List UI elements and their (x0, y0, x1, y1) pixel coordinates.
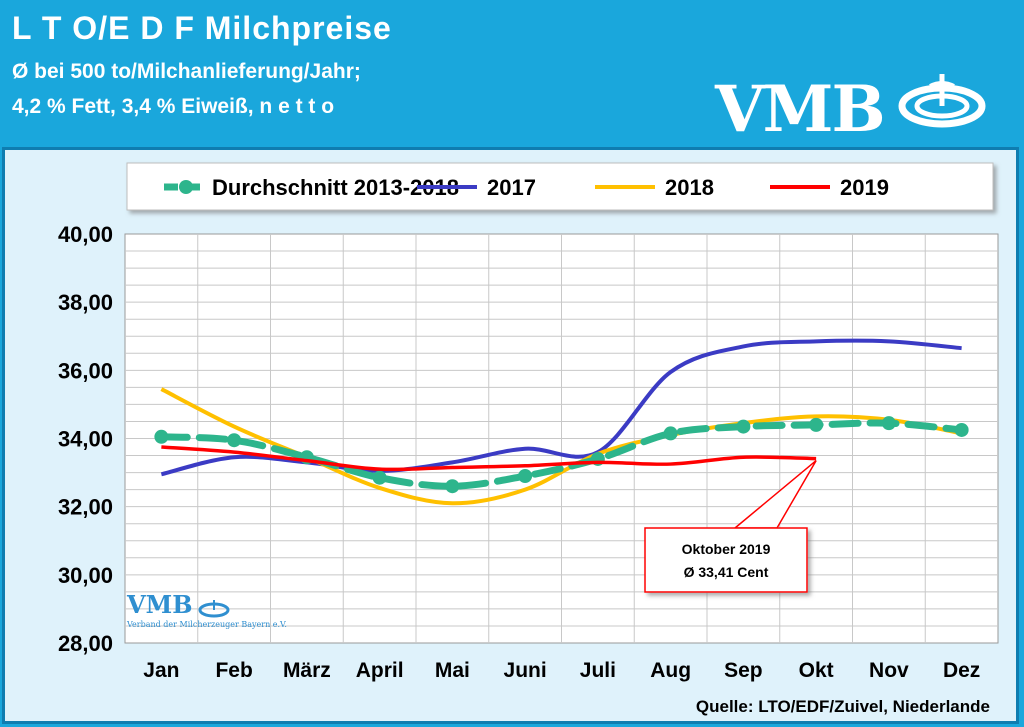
series-point-average (736, 419, 751, 434)
series-point-average (372, 470, 387, 485)
x-tick-label: Aug (650, 659, 691, 682)
vmb-logo: VMB (715, 72, 886, 147)
y-tick-label: 38,00 (58, 290, 113, 315)
small-vmb-logo: VMB Verband der Milcherzeuger Bayern e.V… (127, 590, 287, 629)
subtitle-basis: Ø bei 500 to/Milchanlieferung/Jahr; (12, 60, 361, 83)
y-tick-label: 40,00 (58, 222, 113, 247)
small-logo-text: VMB (127, 590, 193, 619)
subtitle-composition: 4,2 % Fett, 3,4 % Eiweiß, n e t t o (12, 95, 335, 118)
page-title: L T O/E D F Milchpreise (12, 10, 392, 46)
x-axis: Jan Feb März April Mai Juni Juli Aug Sep Okt Nov De… (143, 659, 980, 682)
series-point-average (227, 433, 242, 448)
x-tick-label: Dez (943, 659, 980, 682)
series-point-average (881, 416, 896, 431)
legend-2018-label: 2018 (665, 175, 714, 200)
y-axis: 28,00 30,00 32,00 34,00 36,00 38,00 40,00 (58, 222, 113, 656)
x-tick-label: Juli (580, 659, 616, 682)
callout-month: Oktober 2019 (682, 541, 771, 557)
legend-marker-average (179, 180, 193, 194)
legend-box (126, 162, 994, 211)
small-logo-caption: Verband der Milcherzeuger Bayern e.V. (127, 619, 287, 629)
legend-2019-label: 2019 (840, 175, 889, 200)
series-point-average (954, 422, 969, 437)
series-line-2019 (161, 445, 817, 472)
y-tick-label: 32,00 (58, 495, 113, 520)
series-point-average (445, 479, 460, 494)
y-tick-label: 28,00 (58, 631, 113, 656)
x-tick-label: Feb (215, 659, 252, 682)
x-tick-label: März (283, 659, 331, 682)
series-point-average (809, 417, 824, 432)
milk-price-chart: 28,00 30,00 32,00 34,00 36,00 38,00 40,00 Jan F… (58, 162, 999, 682)
x-tick-label: Juni (504, 659, 547, 682)
callout-value: Ø 33,41 Cent (684, 564, 769, 580)
legend: Durchschnitt 2013-2018 2017 2018 2019 (126, 162, 994, 211)
y-tick-label: 34,00 (58, 427, 113, 452)
series-point-average (518, 468, 533, 483)
x-tick-label: April (356, 659, 404, 682)
x-tick-label: Sep (724, 659, 763, 682)
x-tick-label: Jan (143, 659, 179, 682)
gridlines (125, 234, 998, 643)
vmb-swirl-icon (898, 74, 986, 128)
series-lines (154, 338, 969, 506)
y-tick-label: 36,00 (58, 358, 113, 383)
small-swirl-icon (198, 599, 230, 618)
y-tick-label: 30,00 (58, 563, 113, 588)
x-tick-label: Okt (799, 659, 834, 682)
chart-panel: 28,00 30,00 32,00 34,00 36,00 38,00 40,00 Jan F… (2, 147, 1019, 724)
series-point-average (663, 426, 678, 441)
source-note: Quelle: LTO/EDF/Zuivel, Niederlande (695, 697, 990, 716)
legend-2017-label: 2017 (487, 175, 536, 200)
series-point-average (154, 429, 169, 444)
callout-box (644, 527, 808, 593)
callout: Oktober 2019 Ø 33,41 Cent (644, 460, 817, 593)
x-tick-label: Mai (435, 659, 470, 682)
x-tick-label: Nov (869, 659, 909, 682)
